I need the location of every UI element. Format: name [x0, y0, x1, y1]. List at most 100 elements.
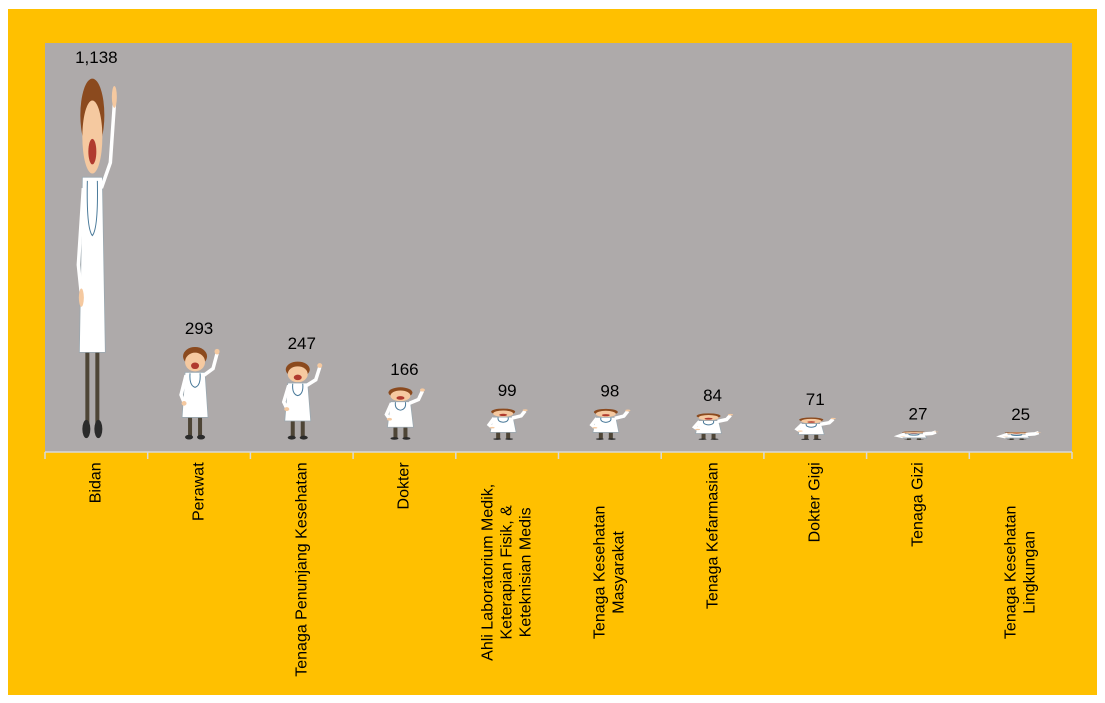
- hand: [181, 400, 187, 406]
- arm: [1026, 433, 1039, 435]
- category-label-box: Tenaga Kesehatan Lingkungan: [969, 462, 1072, 702]
- mouth: [704, 417, 713, 420]
- face: [287, 366, 308, 383]
- leg: [300, 417, 305, 437]
- leg: [85, 337, 90, 426]
- hand: [284, 407, 290, 412]
- x-tick-label: Tenaga Gizi: [909, 461, 927, 547]
- doctor-figure: [181, 346, 220, 440]
- stethoscope: [293, 384, 303, 396]
- hand: [797, 430, 803, 432]
- shoe: [197, 434, 206, 440]
- doctor-figure: [386, 387, 425, 440]
- leg: [916, 437, 921, 440]
- leg: [598, 431, 603, 439]
- category-label-box: Perawat: [148, 462, 251, 702]
- face: [493, 410, 514, 417]
- value-label: 293: [185, 319, 213, 338]
- value-label: 166: [390, 360, 418, 379]
- hand: [489, 426, 495, 429]
- category-label-box: Bidan: [45, 462, 148, 702]
- x-tick-label: Ahli Laboratorium Medik, Keterapian Fisi…: [479, 483, 535, 661]
- stethoscope: [190, 373, 200, 387]
- stethoscope: [703, 421, 713, 425]
- shoe: [607, 438, 616, 440]
- leg: [496, 431, 501, 439]
- mouth: [1012, 433, 1021, 434]
- doctor-figure: [1003, 432, 1042, 440]
- mouth: [396, 396, 405, 400]
- face: [185, 352, 206, 372]
- x-tick-label: Perawat: [190, 461, 208, 521]
- face: [698, 414, 719, 421]
- leg: [506, 431, 511, 439]
- category-label-box: Dokter: [353, 462, 456, 702]
- value-label: 98: [600, 382, 619, 401]
- shoe: [287, 435, 296, 440]
- shoe: [595, 438, 604, 440]
- leg: [608, 431, 613, 439]
- leg: [804, 433, 809, 440]
- arm: [695, 421, 700, 429]
- arm: [923, 432, 936, 434]
- hand: [830, 417, 836, 420]
- leg: [403, 425, 408, 438]
- shoe: [390, 437, 399, 440]
- stethoscope: [1012, 434, 1022, 435]
- stethoscope: [806, 424, 816, 427]
- x-tick-label: Tenaga Penunjang Kesehatan: [293, 461, 311, 677]
- x-tick-label: Dokter: [395, 461, 413, 510]
- mouth: [807, 421, 816, 423]
- arm: [718, 415, 731, 421]
- doctor-figure: [284, 361, 323, 440]
- arm: [900, 434, 905, 437]
- shoe: [710, 438, 719, 440]
- hand: [317, 363, 323, 368]
- mouth: [499, 413, 508, 417]
- face: [595, 410, 616, 418]
- arm: [592, 418, 597, 427]
- face: [1006, 432, 1027, 435]
- x-tick-label: Tenaga Kesehatan Masyarakat: [591, 505, 628, 639]
- leg: [95, 337, 100, 426]
- arm: [615, 411, 628, 418]
- leg: [188, 413, 193, 437]
- shoe: [813, 438, 822, 440]
- x-tick-label: Tenaga Kesehatan Lingkungan: [1002, 505, 1039, 639]
- mouth: [191, 362, 200, 370]
- category-label-box: Tenaga Penunjang Kesehatan: [250, 462, 353, 702]
- value-label: 84: [703, 386, 722, 405]
- hand: [695, 428, 701, 431]
- doctor-figure: [695, 413, 734, 440]
- hand: [386, 417, 392, 421]
- mouth: [909, 432, 918, 434]
- face: [390, 390, 411, 402]
- shoe: [402, 437, 411, 440]
- category-label-box: Ahli Laboratorium Medik, Keterapian Fisi…: [456, 462, 559, 702]
- value-label: 27: [908, 404, 927, 423]
- shoe: [185, 434, 194, 440]
- arm: [284, 385, 289, 408]
- shoe: [801, 438, 810, 440]
- value-label: 25: [1011, 405, 1030, 424]
- shoe: [82, 419, 91, 439]
- arm: [181, 375, 186, 402]
- arm: [409, 391, 422, 403]
- hand: [111, 85, 117, 108]
- shoe: [94, 419, 103, 439]
- category-label-box: Tenaga Kesehatan Masyarakat: [559, 462, 662, 702]
- hand: [592, 426, 598, 429]
- hand: [933, 431, 939, 433]
- arm: [101, 104, 114, 188]
- doctor-figure: [592, 408, 631, 440]
- hand: [728, 413, 734, 416]
- shoe: [493, 438, 502, 440]
- arm: [512, 411, 525, 418]
- value-label: 71: [806, 390, 825, 409]
- stethoscope: [601, 418, 611, 423]
- mouth: [293, 374, 302, 381]
- arm: [386, 403, 391, 418]
- stethoscope: [498, 417, 508, 422]
